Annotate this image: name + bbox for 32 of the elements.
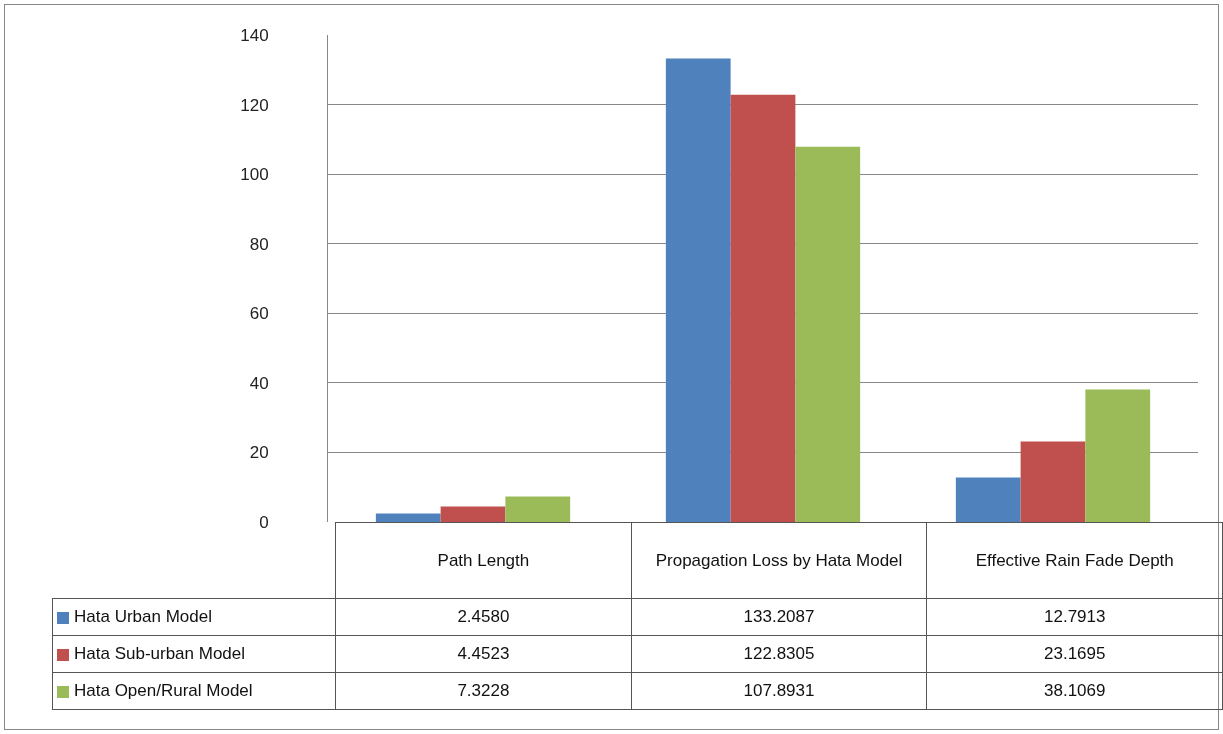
bar [375, 513, 441, 522]
data-label: 12.7913 [926, 598, 1223, 636]
bar [1085, 389, 1151, 522]
bar [1020, 441, 1086, 522]
y-tick-label: 60 [249, 304, 269, 324]
data-label: 38.1069 [926, 672, 1223, 710]
y-tick-label: 40 [249, 373, 269, 393]
data-label: 23.1695 [926, 635, 1223, 673]
data-label: 107.8931 [631, 672, 927, 710]
data-label: 2.4580 [335, 598, 632, 636]
data-label: 122.8305 [631, 635, 927, 673]
bar [955, 477, 1021, 522]
legend-label: Hata Urban Model [74, 607, 212, 626]
bar [505, 496, 571, 522]
legend-label: Hata Open/Rural Model [74, 681, 253, 700]
x-tick-label: Effective Rain Fade Depth [926, 522, 1223, 599]
y-tick-label: 100 [240, 165, 269, 185]
x-tick-label: Propagation Loss by Hata Model [631, 522, 927, 599]
bar [795, 146, 861, 522]
bar [730, 94, 796, 522]
data-label: 4.4523 [335, 635, 632, 673]
legend-label: Hata Sub-urban Model [74, 644, 246, 663]
y-tick-label: 80 [249, 234, 269, 254]
y-tick-label: 0 [259, 512, 269, 532]
data-label: 7.3228 [335, 672, 632, 710]
data-label: 133.2087 [631, 598, 927, 636]
y-tick-label: 140 [240, 25, 269, 45]
bar [440, 506, 506, 522]
y-tick-label: 20 [249, 443, 269, 463]
x-tick-label: Path Length [335, 522, 632, 599]
y-tick-label: 120 [240, 95, 269, 115]
bar [665, 58, 731, 522]
